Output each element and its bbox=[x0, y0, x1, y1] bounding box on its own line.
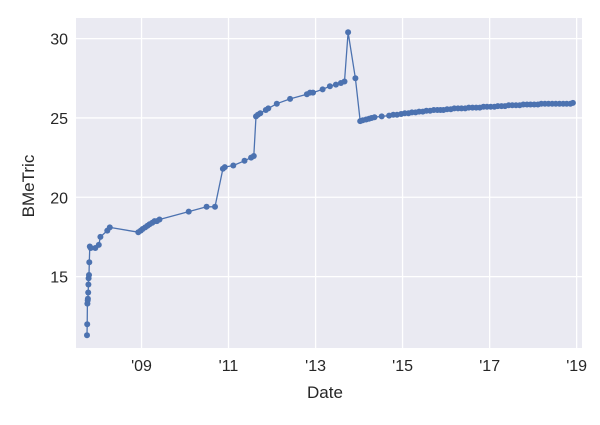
data-point bbox=[97, 233, 104, 240]
data-point bbox=[250, 153, 257, 159]
x-tick-label: '17 bbox=[479, 358, 500, 375]
data-point bbox=[230, 162, 237, 169]
y-tick-label: 25 bbox=[50, 111, 68, 128]
series-markers bbox=[84, 29, 576, 339]
data-point bbox=[84, 321, 91, 328]
data-point bbox=[212, 203, 218, 210]
x-tick-label: '13 bbox=[305, 358, 326, 375]
data-point bbox=[87, 245, 94, 251]
data-point bbox=[241, 157, 248, 164]
data-point bbox=[319, 86, 326, 93]
x-axis-label: Date bbox=[307, 383, 343, 402]
y-axis-label: BMeTric bbox=[19, 154, 38, 217]
data-point bbox=[85, 281, 92, 288]
data-point bbox=[156, 216, 163, 223]
x-tick-label: '19 bbox=[566, 358, 587, 375]
data-point bbox=[352, 75, 359, 82]
data-point bbox=[332, 81, 339, 88]
data-point bbox=[371, 114, 378, 121]
plot-area bbox=[76, 18, 582, 348]
x-tick-label: '09 bbox=[131, 358, 152, 375]
data-point bbox=[85, 289, 92, 296]
data-point bbox=[287, 95, 294, 102]
data-point bbox=[221, 164, 228, 171]
grid bbox=[76, 18, 582, 348]
data-point bbox=[341, 78, 348, 85]
data-point bbox=[84, 295, 91, 302]
data-point bbox=[106, 224, 113, 231]
data-point bbox=[310, 89, 316, 96]
data-point bbox=[95, 241, 102, 248]
data-point bbox=[326, 83, 333, 90]
x-tick-label: '15 bbox=[392, 358, 413, 375]
y-tick-label: 20 bbox=[50, 190, 68, 207]
data-point bbox=[378, 113, 385, 120]
data-point bbox=[257, 110, 264, 117]
data-point bbox=[345, 29, 352, 36]
data-point bbox=[86, 272, 92, 278]
x-tick-label: '11 bbox=[219, 358, 239, 375]
y-tick-label: 15 bbox=[50, 270, 68, 287]
tick-labels: '09 '11 '13 '15 '17 '19 15 20 25 30 bbox=[50, 32, 587, 375]
data-point bbox=[185, 208, 192, 215]
data-point bbox=[273, 100, 280, 107]
data-point bbox=[203, 203, 210, 210]
data-point bbox=[265, 105, 272, 112]
data-point bbox=[569, 99, 576, 106]
y-tick-label: 30 bbox=[50, 32, 68, 49]
data-point bbox=[84, 332, 90, 339]
data-point bbox=[86, 259, 93, 266]
